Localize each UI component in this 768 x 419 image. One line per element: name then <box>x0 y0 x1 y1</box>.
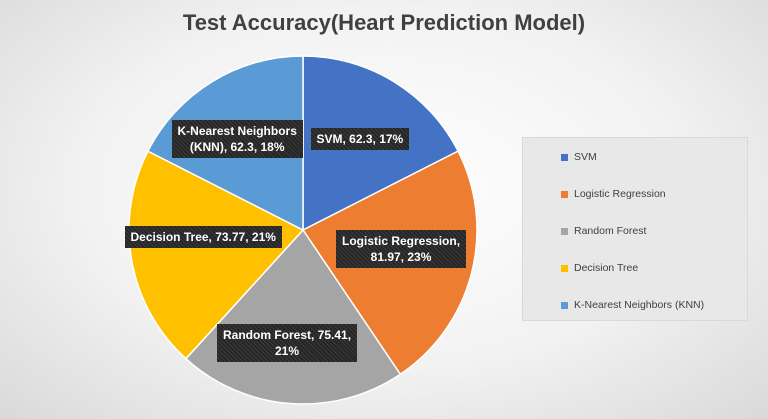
legend-label: Random Forest <box>574 225 647 237</box>
data-label-logistic-regression: Logistic Regression, 81.97, 23% <box>336 230 467 268</box>
legend-item: Random Forest <box>561 224 646 238</box>
pie-slice-decision-tree <box>128 150 305 360</box>
data-label-line: SVM, 62.3, 17% <box>316 132 404 146</box>
legend-swatch <box>561 153 568 161</box>
data-label-line: K-Nearest Neighbors <box>177 124 297 138</box>
legend-swatch <box>561 264 568 272</box>
data-label-line: Random Forest, 75.41, <box>223 328 352 342</box>
chart-title: Test Accuracy(Heart Prediction Model) <box>182 10 586 35</box>
legend-swatch <box>561 227 568 235</box>
legend-item: Decision Tree <box>561 261 638 275</box>
data-label-line: Decision Tree, 73.77, 21% <box>130 230 276 244</box>
legend-label: Decision Tree <box>574 262 639 274</box>
data-label-line: 81.97, 23% <box>370 250 432 264</box>
legend-swatch <box>561 190 568 198</box>
data-label-svm: SVM, 62.3, 17% <box>310 128 410 150</box>
legend-label: SVM <box>574 151 597 163</box>
data-label-line: Logistic Regression, <box>342 234 461 248</box>
data-label-k-nearest-neighbors-knn: K-Nearest Neighbors (KNN), 62.3, 18% <box>171 120 303 158</box>
legend-item: K-Nearest Neighbors (KNN) <box>561 298 704 312</box>
data-label-line: (KNN), 62.3, 18% <box>189 140 285 154</box>
legend: SVM Logistic Regression Random Forest Decis… <box>522 137 748 321</box>
data-label-line: 21% <box>275 344 300 358</box>
legend-item: SVM <box>561 150 597 164</box>
legend-label: K-Nearest Neighbors (KNN) <box>574 299 705 311</box>
legend-swatch <box>561 301 568 309</box>
legend-item: Logistic Regression <box>561 187 666 201</box>
data-label-decision-tree: Decision Tree, 73.77, 21% <box>124 226 282 248</box>
data-label-random-forest: Random Forest, 75.41, 21% <box>217 324 358 362</box>
legend-label: Logistic Regression <box>574 188 666 200</box>
